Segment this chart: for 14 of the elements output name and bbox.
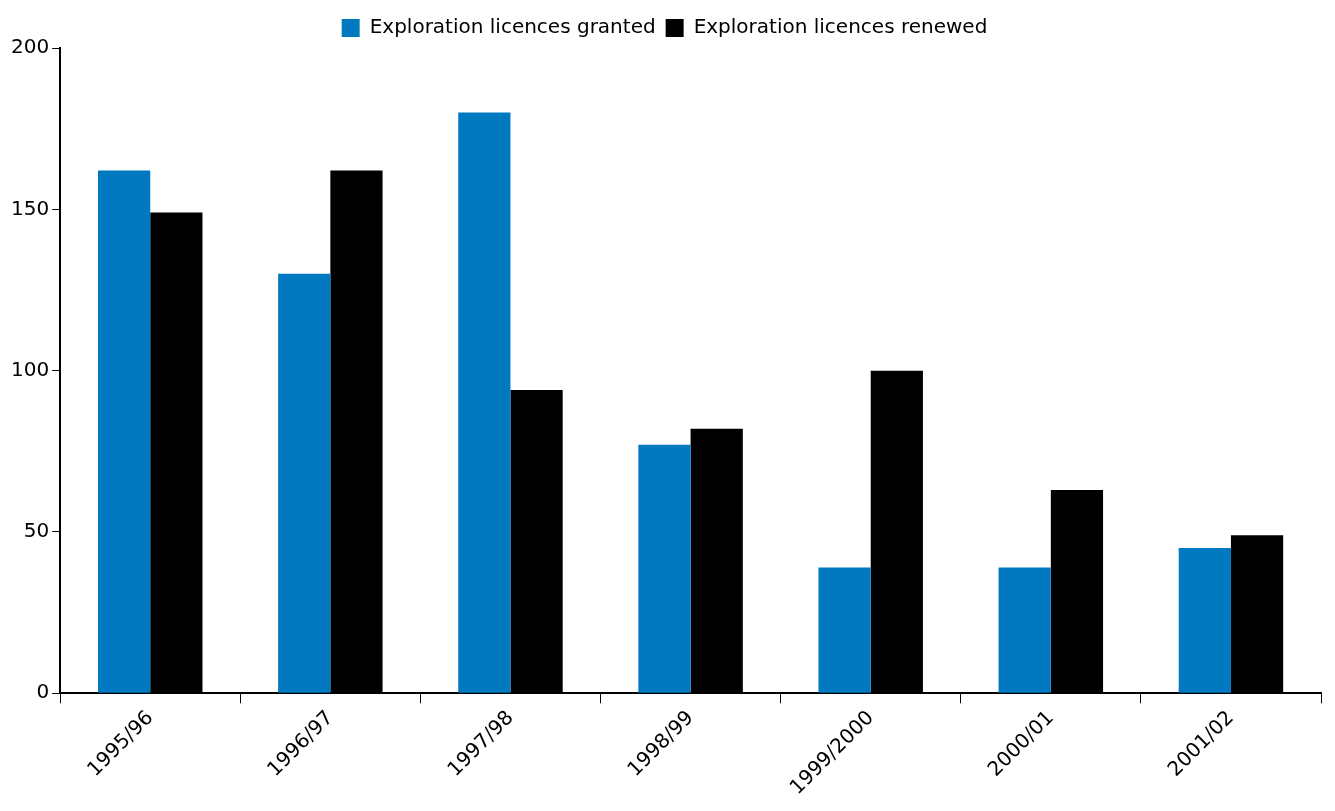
bar — [98, 170, 151, 693]
bar — [638, 444, 691, 693]
bar — [278, 273, 331, 693]
bar — [818, 567, 871, 693]
y-tick-label: 50 — [23, 518, 50, 543]
legend-label: Exploration licences granted — [369, 14, 656, 39]
bar — [998, 567, 1051, 693]
y-tick-label: 100 — [10, 356, 50, 381]
y-tick-label: 200 — [10, 34, 50, 59]
legend-label: Exploration licences renewed — [693, 14, 988, 39]
y-tick-label: 0 — [36, 679, 50, 704]
bar — [1178, 548, 1231, 693]
y-tick-label: 150 — [10, 195, 50, 220]
bar — [458, 112, 511, 693]
